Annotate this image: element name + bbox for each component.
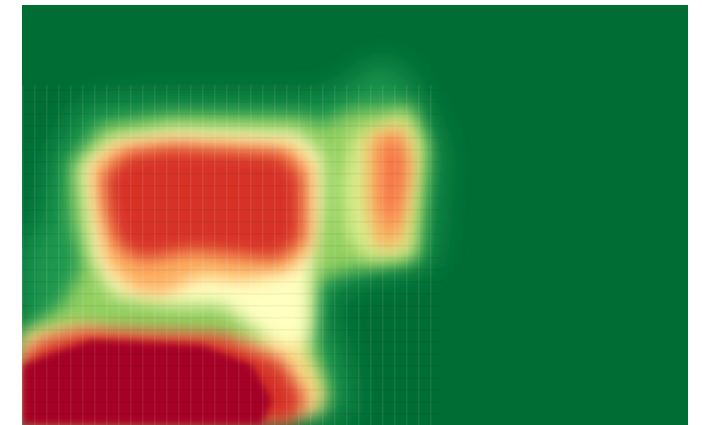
heatmap-graphic: [22, 5, 688, 425]
heatmap-canvas: [22, 5, 688, 425]
texture-overlay: [22, 85, 442, 425]
